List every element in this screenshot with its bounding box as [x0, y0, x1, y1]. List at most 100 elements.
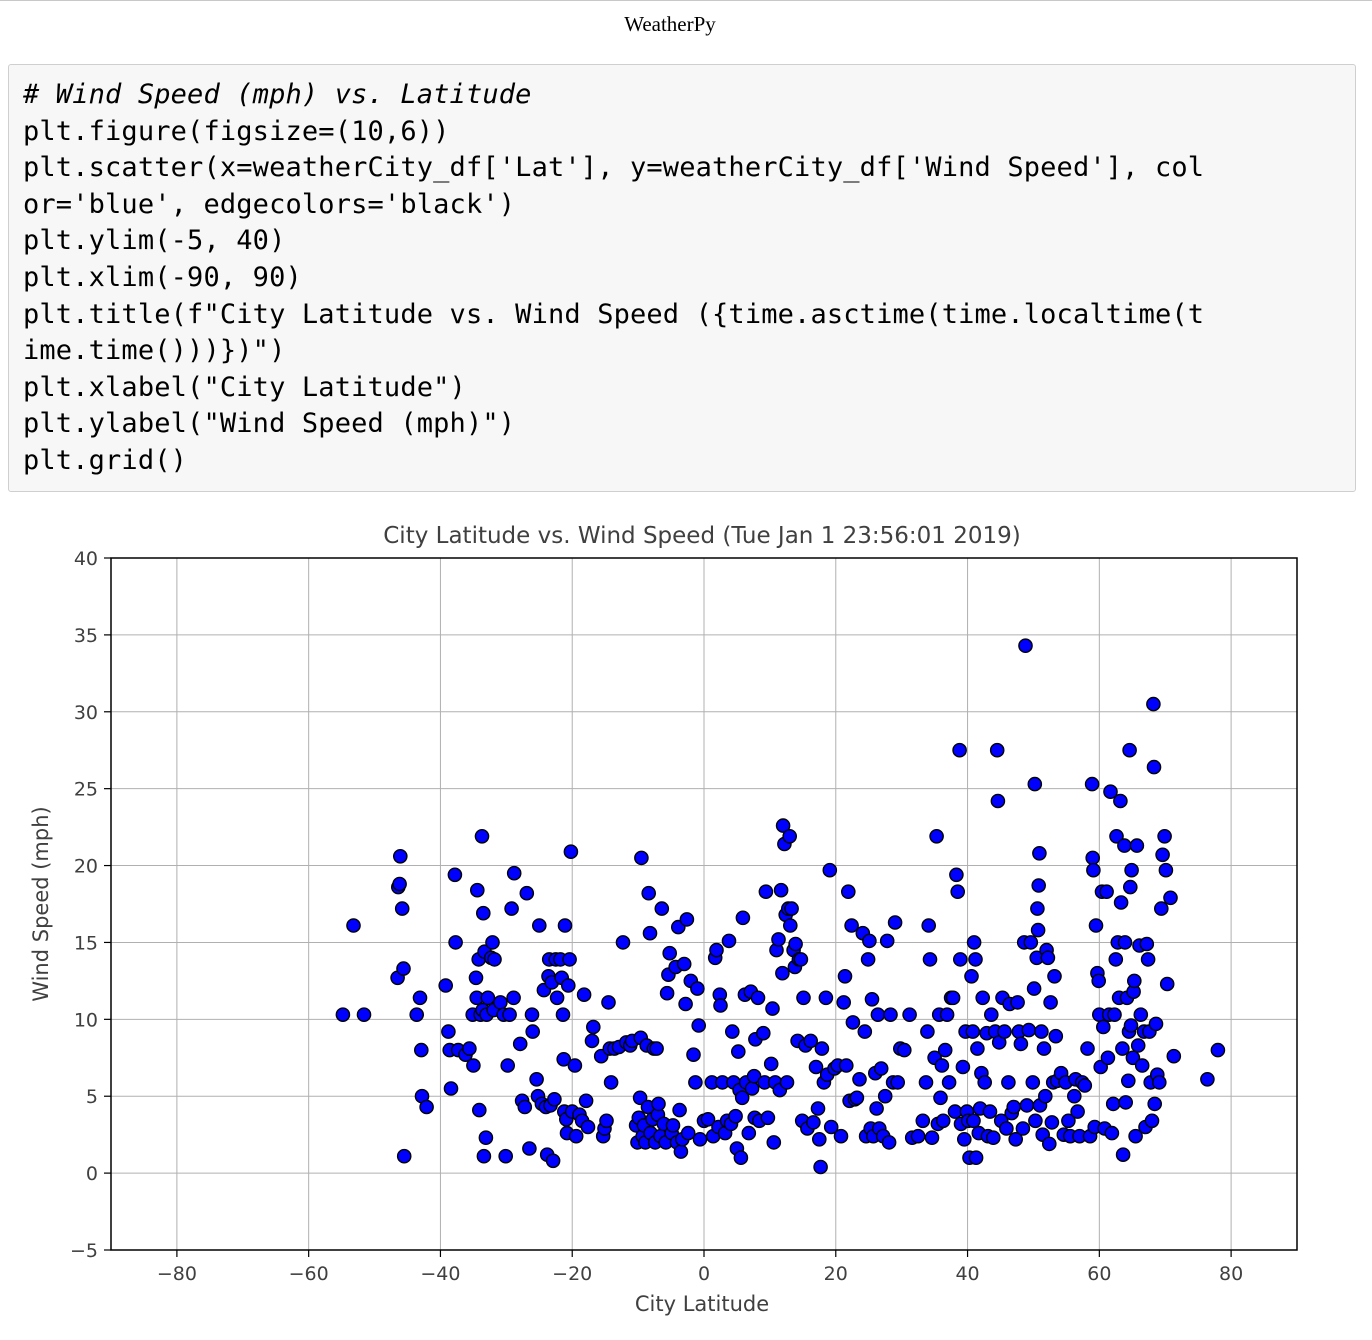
data-point [512, 1036, 528, 1052]
y-tick-label: 10 [74, 1009, 98, 1031]
data-point [1080, 1041, 1095, 1056]
data-point [1152, 1075, 1167, 1090]
data-point [966, 1113, 981, 1129]
data-point [773, 882, 789, 898]
data-point [922, 952, 938, 967]
data-point [950, 884, 966, 900]
data-point [879, 933, 895, 949]
data-point [532, 918, 547, 933]
data-point [756, 1025, 771, 1041]
data-point [744, 1081, 760, 1096]
data-point [910, 1128, 926, 1144]
data-point [584, 1033, 600, 1049]
data-point [844, 918, 859, 933]
data-point [601, 995, 616, 1010]
data-point [1001, 1075, 1016, 1090]
data-point [929, 828, 944, 844]
data-point [977, 1075, 993, 1090]
data-point [924, 1130, 940, 1146]
code-line: plt.xlim(-90, 90) [23, 261, 302, 293]
data-point [775, 818, 791, 833]
data-point [939, 1007, 955, 1023]
data-point [438, 978, 454, 993]
data-point [964, 968, 979, 984]
data-point [949, 867, 964, 883]
data-point [921, 918, 937, 933]
data-point [1013, 1036, 1029, 1052]
data-point [441, 1024, 456, 1039]
data-point [887, 915, 903, 930]
data-point [690, 981, 705, 996]
data-point [763, 1056, 779, 1072]
data-point [721, 933, 737, 949]
data-point [1047, 968, 1062, 984]
top-divider [0, 0, 1372, 1]
data-point [676, 956, 692, 972]
data-point [982, 1104, 998, 1119]
data-point [1118, 1095, 1133, 1110]
data-point [394, 901, 410, 916]
page-title: WeatherPy [624, 12, 716, 36]
y-tick-label: 40 [74, 548, 98, 570]
data-point [839, 1058, 854, 1073]
data-point [1008, 1132, 1024, 1147]
data-point [396, 1148, 412, 1164]
data-point [524, 1007, 540, 1023]
y-tick-label: 20 [74, 856, 98, 878]
data-point [823, 1119, 839, 1135]
data-point [506, 865, 522, 881]
data-point [731, 1044, 746, 1059]
data-point [989, 742, 1005, 758]
data-point [935, 1113, 951, 1129]
data-point [1028, 1113, 1043, 1129]
data-point [641, 885, 657, 901]
data-point [651, 1096, 666, 1112]
data-point [968, 952, 983, 967]
code-line: plt.grid() [23, 444, 188, 476]
data-point [673, 1144, 689, 1159]
data-point [1166, 1048, 1182, 1064]
data-point [1077, 1078, 1093, 1093]
data-point [413, 1042, 429, 1058]
data-point [822, 862, 838, 878]
data-point [1030, 901, 1045, 916]
data-point [1155, 847, 1170, 863]
data-point [466, 1058, 481, 1073]
data-point [580, 1119, 596, 1135]
data-point [1129, 838, 1145, 853]
data-point [1061, 1113, 1076, 1129]
data-point [915, 1113, 931, 1129]
data-point [953, 952, 968, 967]
data-point [1036, 1041, 1052, 1056]
data-point [691, 1018, 707, 1033]
data-point [659, 985, 675, 1001]
data-point [941, 1075, 957, 1090]
data-point [1025, 1075, 1041, 1090]
code-cell[interactable]: # Wind Speed (mph) vs. Latitude plt.figu… [8, 64, 1356, 492]
data-point [654, 901, 670, 916]
data-point [692, 1132, 708, 1147]
x-tick-label: −80 [157, 1263, 197, 1285]
x-axis-title: City Latitude [635, 1292, 769, 1316]
y-tick-label: 5 [86, 1086, 98, 1108]
data-point [782, 828, 798, 844]
data-points [335, 638, 1226, 1175]
data-point [806, 1115, 821, 1130]
data-point [986, 1130, 1001, 1146]
data-point [475, 905, 491, 921]
data-point [857, 1024, 873, 1039]
data-point [529, 1072, 544, 1087]
data-point [478, 1130, 494, 1146]
data-point [443, 1081, 459, 1096]
data-point [877, 1088, 893, 1104]
data-point [1034, 1024, 1049, 1039]
data-point [392, 848, 408, 864]
data-point [1122, 742, 1137, 758]
data-point [549, 990, 565, 1006]
data-point [557, 918, 573, 933]
y-axis-title: Wind Speed (mph) [29, 806, 53, 1001]
code-line: ime.time()))})") [23, 335, 286, 367]
data-point [952, 742, 967, 758]
data-point [813, 1159, 828, 1175]
data-point [1144, 1113, 1160, 1129]
